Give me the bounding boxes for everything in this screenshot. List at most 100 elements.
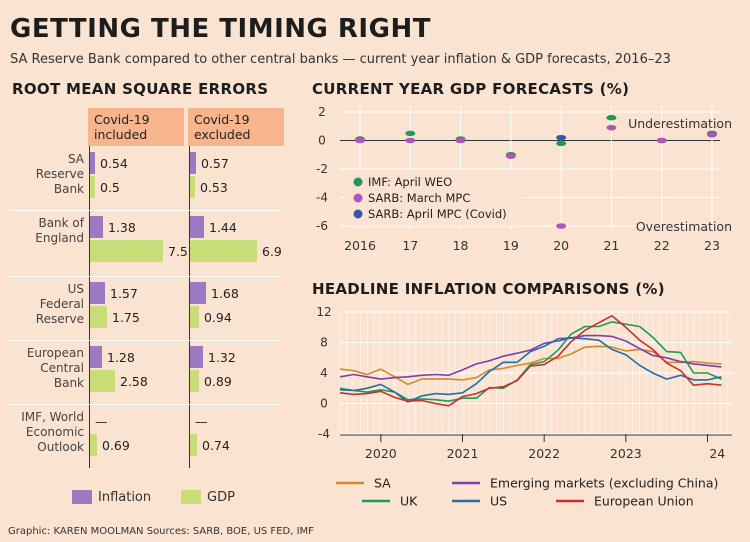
bank-label: SA Reserve Bank — [12, 152, 84, 197]
dot-1 — [656, 137, 667, 144]
series-line-0 — [339, 345, 722, 386]
dot-1 — [505, 153, 516, 159]
bank-label-line: Bank — [53, 376, 84, 390]
bar-gdp — [90, 370, 115, 392]
legend-label: SARB: April MPC (Covid) — [368, 207, 507, 221]
inflation-chart: 12 8 4 0 -4 2020 2021 2022 2023 24 SA Emerging mark… — [316, 305, 732, 509]
y-tick-label: -4 — [318, 427, 330, 441]
bar-inflation — [90, 282, 105, 304]
value-label-gdp: 1.75 — [112, 310, 140, 325]
bar-gdp — [90, 176, 95, 198]
bank-label-line: US — [67, 282, 84, 296]
bank-label: IMF, World Economic Outlook — [12, 410, 84, 455]
axis-line-included — [89, 146, 90, 468]
series-line-3 — [339, 337, 722, 403]
legend-label: SA — [374, 476, 391, 491]
inflation-title: HEADLINE INFLATION COMPARISONS (%) — [312, 280, 665, 298]
credit-line: Graphic: KAREN MOOLMAN Sources: SARB, BO… — [8, 526, 314, 537]
value-label-gdp: 0.5 — [100, 180, 120, 195]
legend-label: European Union — [594, 494, 694, 509]
dot-0 — [606, 114, 617, 121]
x-tick-label: 21 — [603, 238, 619, 253]
dot-1 — [707, 132, 717, 138]
bank-label-line: Bank — [53, 182, 84, 196]
value-label-gdp: 2.58 — [120, 374, 148, 389]
x-tick-label: 18 — [453, 238, 469, 253]
bank-label-line: Economic — [25, 425, 84, 439]
bar-gdp — [190, 240, 257, 262]
bar-gdp — [90, 306, 107, 328]
series-line-2 — [339, 321, 722, 402]
y-tick-label: 2 — [318, 105, 326, 119]
legend-label: US — [490, 494, 507, 509]
bar-inflation — [190, 346, 203, 368]
col-header-excluded: Covid-19 excluded — [188, 108, 284, 146]
series-line-4 — [339, 315, 722, 407]
value-label-gdp: 0.74 — [202, 438, 230, 453]
row-separator — [10, 340, 282, 341]
x-tick-label: 24 — [709, 446, 725, 461]
value-label-gdp: 0.53 — [200, 180, 228, 195]
dot-0 — [405, 130, 416, 137]
bank-label-line: IMF, World — [21, 410, 84, 424]
dot-1 — [455, 137, 466, 144]
bar-inflation — [90, 346, 102, 368]
dot-1 — [606, 124, 617, 131]
bar-inflation — [190, 216, 204, 238]
annotation-overestimation: Overestimation — [636, 219, 732, 234]
value-label-inflation: 1.57 — [110, 286, 138, 301]
legend-marker — [353, 193, 363, 203]
x-tick-label: 2022 — [528, 446, 560, 461]
legend-label: SARB: March MPC — [368, 191, 470, 205]
legend-label: UK — [400, 494, 418, 509]
value-label-inflation: 1.32 — [208, 350, 236, 365]
value-label-inflation: — — [95, 414, 108, 429]
y-tick-label: -2 — [316, 162, 328, 176]
x-tick-label: 2016 — [344, 238, 376, 253]
bank-label-line: Central — [40, 361, 84, 375]
bar-inflation — [90, 216, 103, 238]
value-label-inflation: 0.54 — [100, 156, 128, 171]
x-tick-label: 17 — [402, 238, 418, 253]
value-label-inflation: — — [195, 414, 208, 429]
value-label-inflation: 1.38 — [108, 220, 136, 235]
legend-background — [346, 170, 522, 226]
value-label-gdp: 6.9 — [262, 244, 282, 259]
bar-inflation — [190, 152, 196, 174]
x-tick-label: 2020 — [365, 446, 397, 461]
x-tick-label: 19 — [503, 238, 519, 253]
gdp-title: CURRENT YEAR GDP FORECASTS (%) — [312, 80, 630, 98]
x-tick-label: 22 — [654, 238, 670, 253]
y-tick-label: 8 — [320, 336, 328, 350]
y-tick-label: -6 — [316, 219, 328, 233]
y-tick-label: -4 — [316, 191, 328, 205]
legend-marker — [353, 209, 363, 219]
legend-label: IMF: April WEO — [368, 175, 452, 189]
bank-label-line: Reserve — [35, 167, 84, 181]
page-title: GETTING THE TIMING RIGHT — [10, 14, 431, 44]
bar-gdp — [90, 434, 97, 456]
annotation-underestimation: Underestimation — [628, 116, 732, 131]
bar-gdp — [190, 434, 197, 456]
rmse-title: ROOT MEAN SQUARE ERRORS — [12, 80, 269, 98]
row-separator — [10, 276, 282, 277]
y-tick-label: 12 — [316, 305, 331, 319]
x-tick-label: 23 — [704, 238, 720, 253]
value-label-inflation: 1.68 — [211, 286, 239, 301]
value-label-inflation: 1.44 — [209, 220, 237, 235]
dot-1 — [355, 137, 365, 144]
legend-swatch-gdp — [181, 490, 201, 504]
bank-label-line: Federal — [39, 297, 84, 311]
y-tick-label: 4 — [320, 366, 328, 380]
legend-label-gdp: GDP — [207, 490, 235, 505]
bank-label-line: Outlook — [37, 440, 84, 454]
bar-inflation — [90, 152, 95, 174]
bank-label: US Federal Reserve — [12, 282, 84, 327]
bar-inflation — [190, 282, 206, 304]
legend-label-inflation: Inflation — [98, 490, 152, 505]
legend-label: Emerging markets (excluding China) — [490, 476, 718, 491]
x-tick-label: 20 — [553, 238, 569, 253]
bar-gdp — [190, 306, 199, 328]
bank-label: Bank of England — [12, 216, 84, 246]
